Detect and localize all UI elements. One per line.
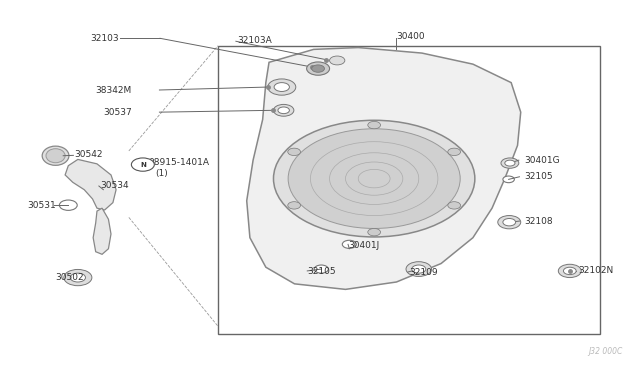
Text: 30542: 30542 [75,150,103,159]
Ellipse shape [42,146,69,165]
Text: 30401J: 30401J [349,241,380,250]
Circle shape [312,65,324,72]
Circle shape [368,121,381,129]
Text: 30534: 30534 [100,182,129,190]
Circle shape [406,262,431,276]
Circle shape [64,269,92,286]
Text: 30401G: 30401G [524,155,559,165]
Polygon shape [93,208,111,254]
Circle shape [288,148,301,155]
Circle shape [342,240,356,248]
Circle shape [498,215,521,229]
Polygon shape [246,48,521,289]
Text: 32102N: 32102N [578,266,613,275]
Text: 32105: 32105 [524,172,552,181]
Circle shape [273,120,475,237]
Bar [218,46,600,334]
Text: N: N [140,161,146,167]
Text: 32108: 32108 [524,217,552,225]
Text: 08915-1401A: 08915-1401A [148,157,209,167]
Circle shape [448,202,461,209]
Circle shape [273,105,294,116]
Text: 30537: 30537 [103,108,132,117]
Circle shape [412,265,426,273]
Circle shape [503,176,515,183]
Circle shape [131,158,154,171]
Circle shape [70,273,86,282]
Text: (1): (1) [156,169,168,177]
Text: J32 000C: J32 000C [588,347,623,356]
Text: 30531: 30531 [27,201,56,210]
Circle shape [558,264,581,278]
Circle shape [274,83,289,92]
Circle shape [368,228,381,236]
Circle shape [288,202,301,209]
Text: 30400: 30400 [396,32,425,41]
Circle shape [505,160,515,166]
Circle shape [268,79,296,95]
Text: 32105: 32105 [307,267,336,276]
Text: 32103A: 32103A [237,36,272,45]
Circle shape [501,158,519,168]
Circle shape [307,62,330,75]
Text: 32109: 32109 [409,268,438,277]
Circle shape [278,107,289,113]
Text: 30502: 30502 [56,273,84,282]
Circle shape [60,200,77,211]
Text: 32103: 32103 [91,34,119,43]
Ellipse shape [46,149,65,163]
Circle shape [288,129,460,228]
Circle shape [314,265,328,273]
Circle shape [563,267,576,275]
Circle shape [503,218,516,226]
Polygon shape [65,160,116,210]
Circle shape [448,148,461,155]
Text: 38342M: 38342M [96,86,132,94]
Circle shape [330,56,345,65]
